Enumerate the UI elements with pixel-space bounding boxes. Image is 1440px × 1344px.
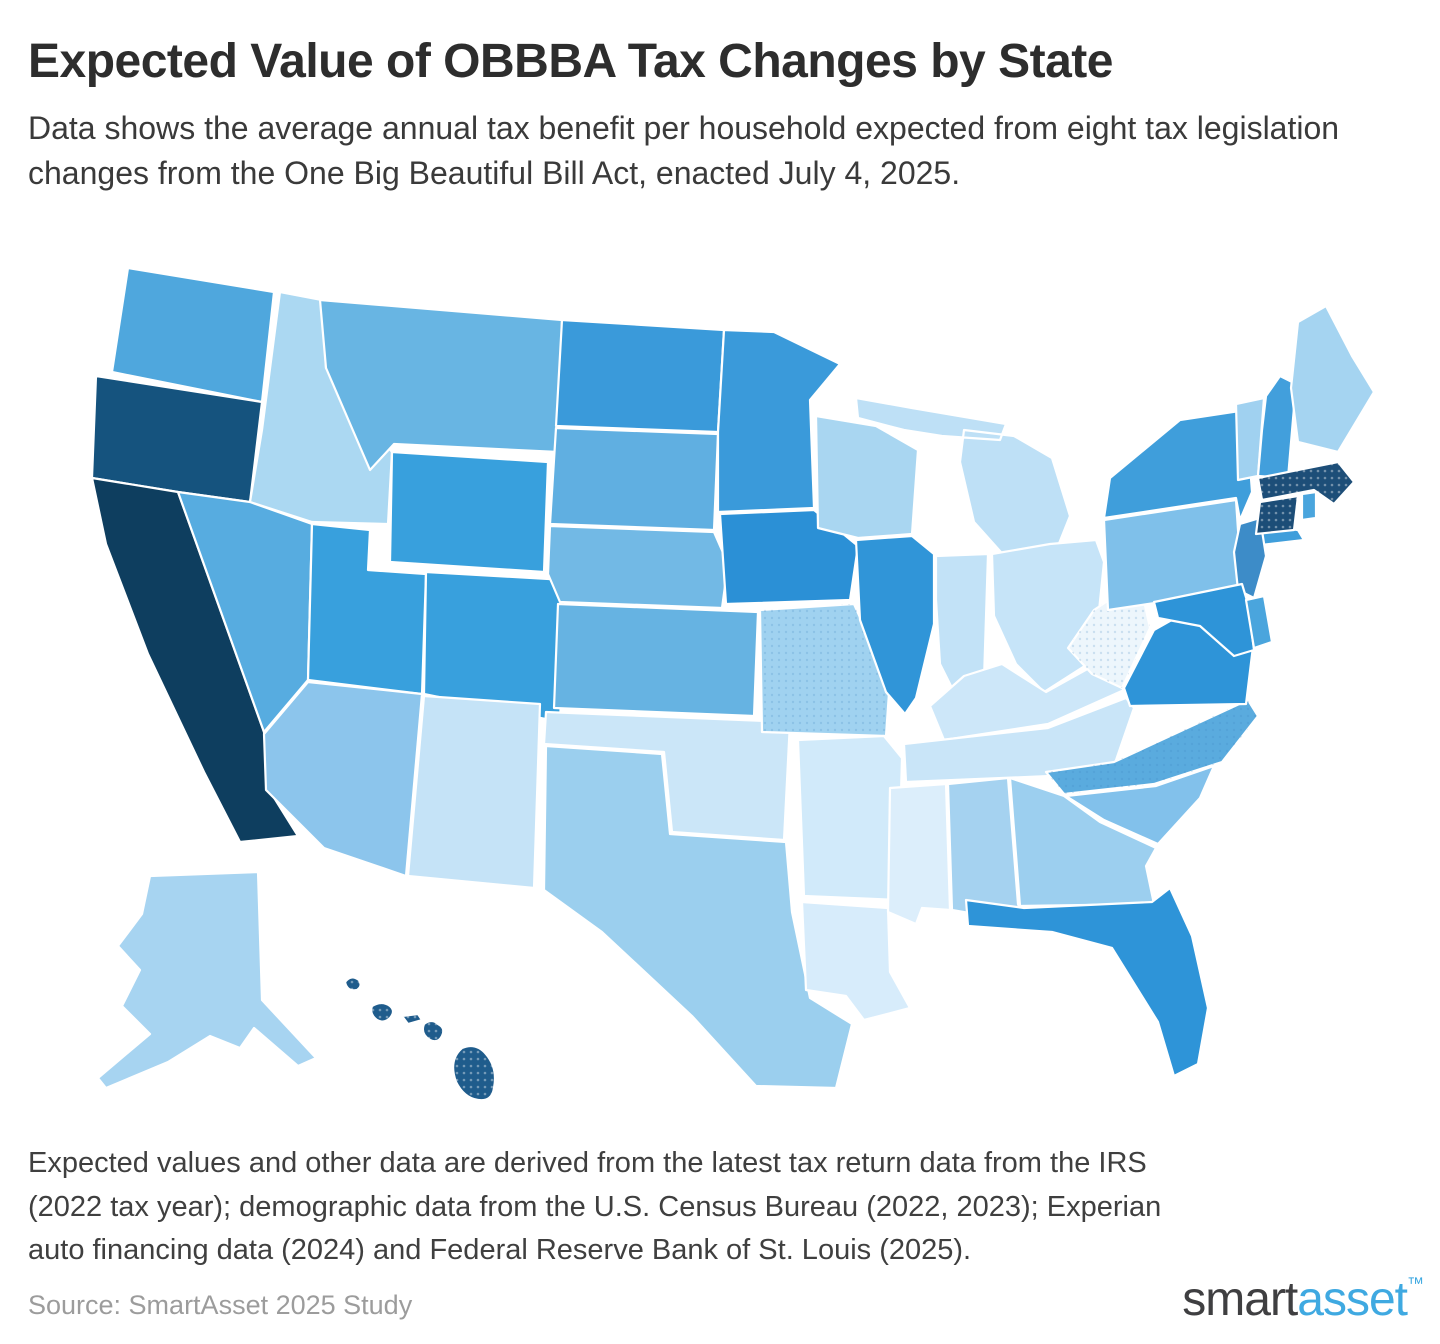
source-line: Source: SmartAsset 2025 Study (28, 1290, 413, 1320)
state-nebraska (546, 524, 730, 610)
state-new-hampshire (1256, 374, 1298, 480)
state-south-dakota (548, 426, 720, 532)
state-alaska (96, 870, 318, 1090)
state-florida (964, 886, 1210, 1078)
state-south-carolina (1064, 764, 1216, 846)
state-illinois (854, 534, 936, 716)
state-maryland (1152, 582, 1256, 658)
state-maine (1289, 304, 1376, 454)
state-new-mexico (406, 694, 542, 890)
state-arizona (262, 680, 424, 878)
state-massachusetts-texture (1258, 462, 1354, 504)
state-missouri-texture (760, 604, 892, 736)
state-arkansas (796, 734, 904, 902)
logo-asset: asset (1297, 1273, 1408, 1326)
logo-smart: smart (1182, 1273, 1298, 1326)
state-hawaii-texture (345, 977, 495, 1101)
smartasset-logo: smartasset™ (1182, 1272, 1424, 1327)
methodology-note: Expected values and other data are deriv… (28, 1147, 1162, 1266)
state-connecticut-texture (1256, 496, 1298, 534)
state-kansas (552, 602, 760, 718)
logo-trademark: ™ (1407, 1274, 1424, 1293)
state-minnesota (716, 328, 842, 514)
page-title: Expected Value of OBBBA Tax Changes by S… (28, 35, 1113, 88)
page-subtitle: Data shows the average annual tax benefi… (28, 110, 1340, 192)
state-texas (542, 744, 854, 1090)
state-louisiana (800, 900, 912, 1022)
state-delaware (1244, 594, 1274, 650)
state-tennessee (902, 696, 1136, 784)
state-mississippi (886, 782, 952, 926)
state-north-dakota (554, 318, 726, 434)
state-iowa (718, 508, 860, 606)
state-georgia (1008, 776, 1158, 908)
state-north-carolina-texture (1046, 700, 1258, 794)
state-wyoming (388, 450, 550, 574)
state-rhode-island (1300, 490, 1318, 522)
state-wisconsin (814, 414, 920, 540)
